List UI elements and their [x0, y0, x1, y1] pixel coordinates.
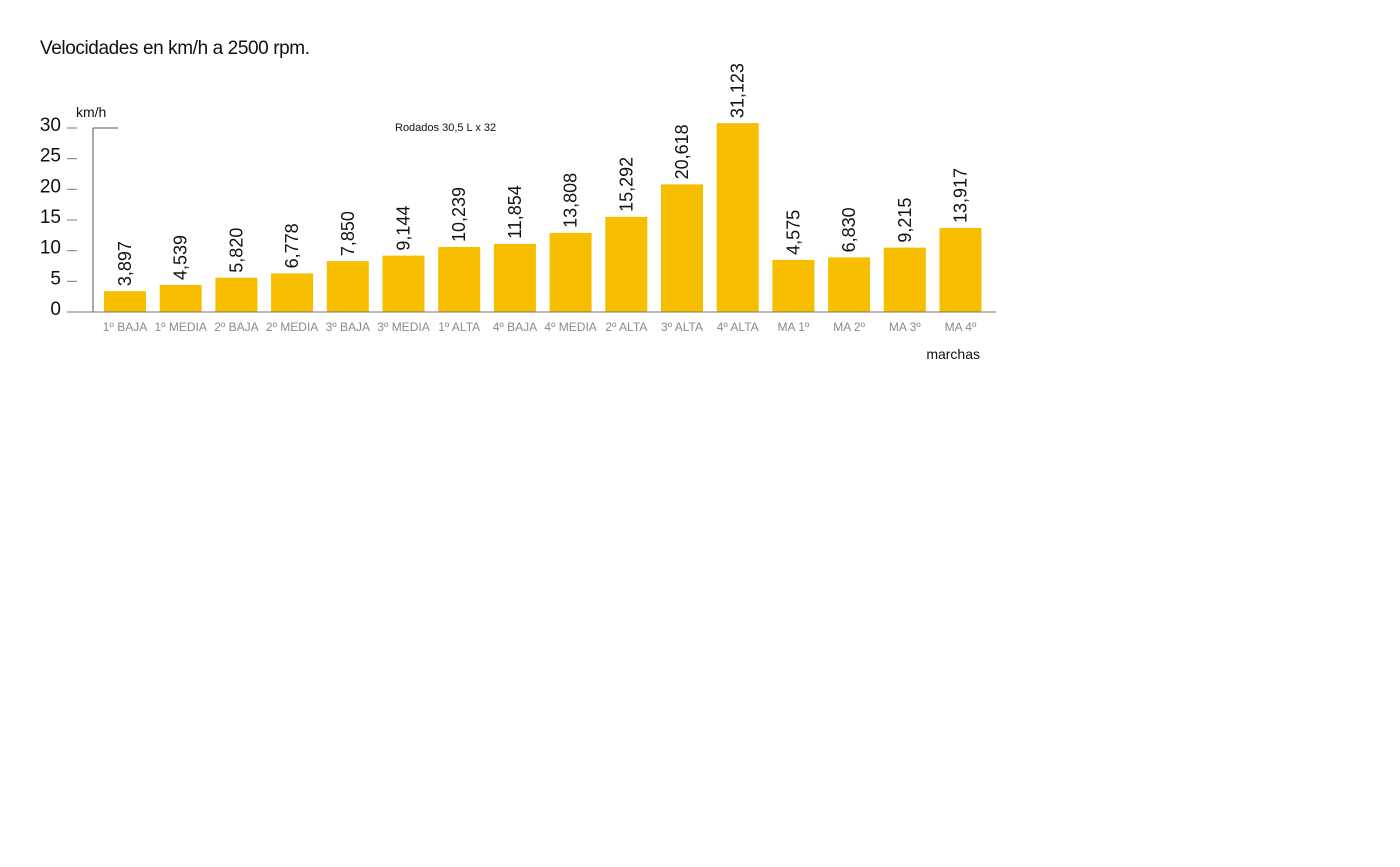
bar [271, 273, 314, 312]
x-axis-label: marchas [926, 346, 980, 362]
bar [828, 257, 871, 312]
category-label: 3º ALTA [661, 320, 703, 334]
y-tick-label: 10 [40, 238, 61, 259]
bar [605, 216, 648, 312]
category-label: 1º MEDIA [154, 320, 206, 334]
bar-value-label: 31,123 [728, 63, 748, 118]
y-tick-label: 0 [50, 299, 61, 320]
bar-value-label: 13,808 [561, 173, 581, 228]
bar [104, 291, 146, 312]
category-label: MA 2º [833, 320, 865, 334]
bar [772, 259, 815, 312]
y-ticks: 0 5 10 15 20 25 30 [40, 115, 77, 320]
category-labels: 1º BAJA 1º MEDIA 2º BAJA 2º MEDIA 3º BAJA 3º … [103, 320, 977, 334]
bar-value-label: 13,917 [951, 168, 971, 223]
bar-value-label: 9,144 [394, 206, 414, 251]
y-tick-label: 5 [50, 268, 61, 289]
bar [939, 228, 982, 312]
bar [549, 232, 592, 312]
bar-value-label: 10,239 [449, 187, 469, 242]
chart-title: Velocidades en km/h a 2500 rpm. [40, 38, 310, 59]
y-tick-label: 15 [40, 207, 61, 228]
category-label: 2º ALTA [605, 320, 647, 334]
y-axis: km/h [76, 104, 118, 312]
bar-value-label: 15,292 [616, 157, 636, 212]
category-label: 1º BAJA [103, 320, 147, 334]
y-tick-label: 20 [40, 176, 61, 197]
bar [493, 243, 536, 312]
bar [382, 255, 425, 312]
bar [883, 247, 926, 312]
category-label: 4º BAJA [493, 320, 537, 334]
bar-value-label: 4,575 [783, 210, 803, 255]
bar-value-label: 4,539 [171, 235, 191, 280]
bar-value-label: 7,850 [338, 211, 358, 256]
value-labels: 3,897 4,539 5,820 6,778 7,850 9,144 10,239 11,8… [115, 63, 971, 286]
category-label: 1º ALTA [438, 320, 480, 334]
tyre-size-annotation: Rodados 30,5 L x 32 [395, 122, 496, 134]
category-label: 3º MEDIA [377, 320, 429, 334]
category-label: MA 4º [945, 320, 977, 334]
bar [438, 247, 481, 312]
category-label: MA 1º [778, 320, 810, 334]
category-label: 2º MEDIA [266, 320, 318, 334]
bar [661, 184, 703, 312]
bar [215, 277, 258, 312]
bar-value-label: 5,820 [226, 228, 246, 273]
bars [104, 123, 982, 312]
y-tick-label: 25 [40, 146, 61, 167]
bar-value-label: 6,778 [282, 223, 302, 268]
bar-value-label: 6,830 [839, 207, 859, 252]
y-tick-label: 30 [40, 115, 61, 136]
bar [326, 261, 369, 312]
bar-value-label: 11,854 [505, 185, 525, 239]
bar [159, 285, 202, 312]
bar-value-label: 9,215 [895, 198, 915, 243]
bar [716, 123, 759, 312]
category-label: 4º ALTA [717, 320, 759, 334]
bar-value-label: 3,897 [115, 241, 135, 286]
category-label: 4º MEDIA [544, 320, 596, 334]
category-label: MA 3º [889, 320, 921, 334]
category-label: 2º BAJA [214, 320, 258, 334]
category-label: 3º BAJA [326, 320, 370, 334]
y-axis-unit-label: km/h [76, 104, 106, 120]
bar-value-label: 20,618 [672, 124, 692, 179]
